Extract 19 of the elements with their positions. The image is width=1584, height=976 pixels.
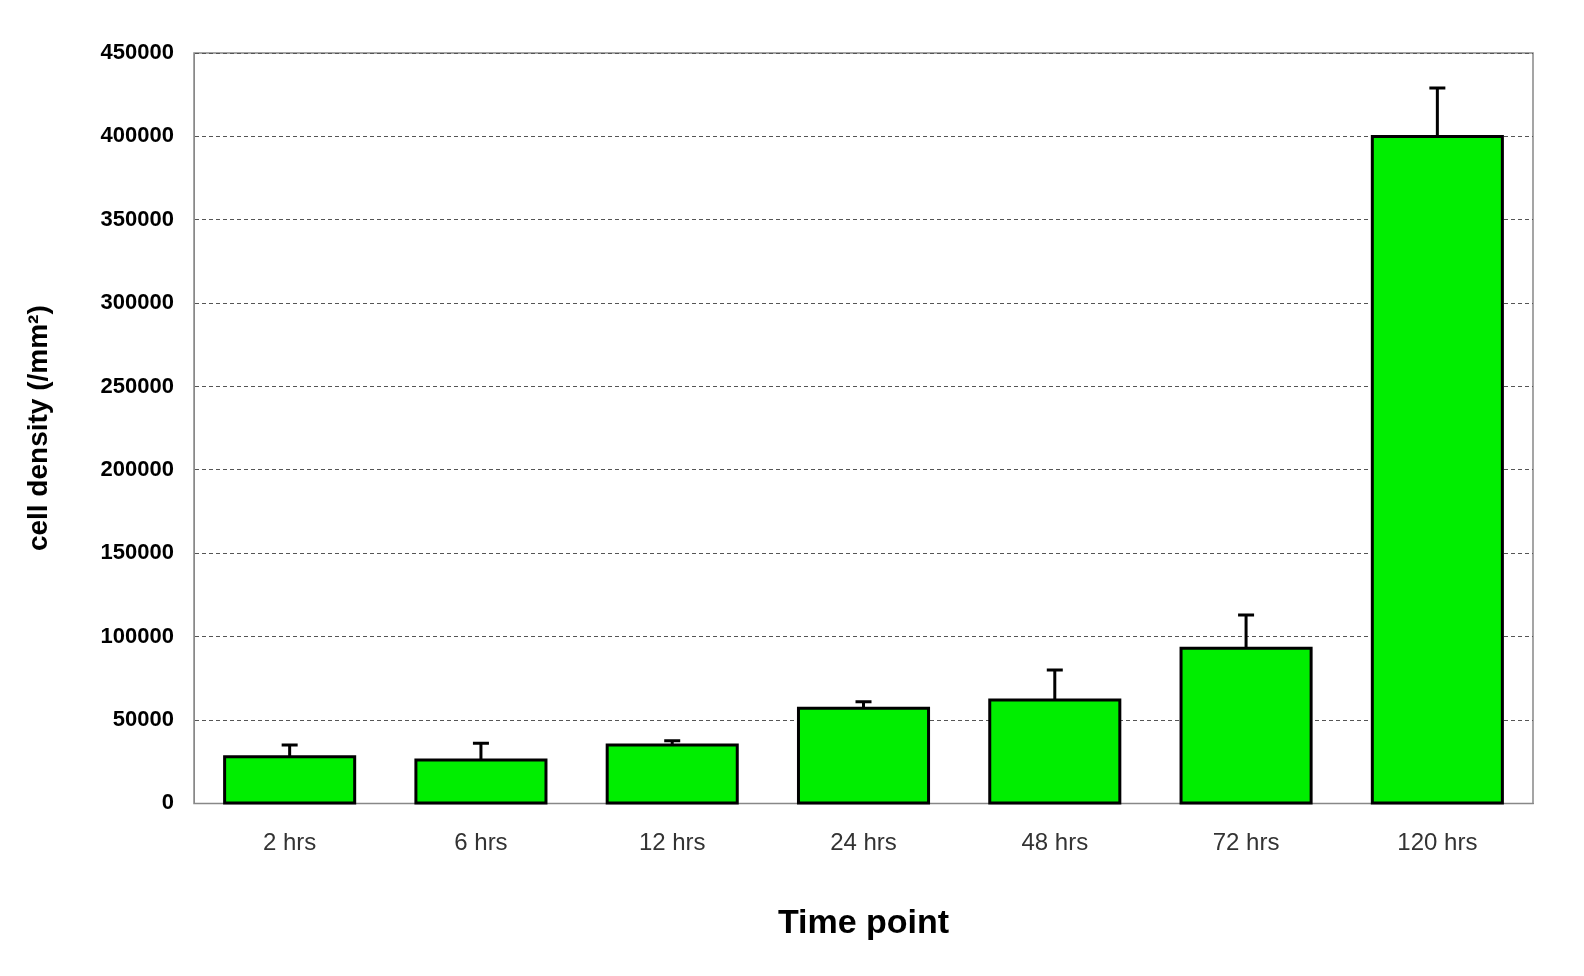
- y-tick-label: 0: [161, 789, 175, 815]
- y-tick-label: 400000: [100, 122, 175, 148]
- y-tick-label: 100000: [100, 622, 175, 648]
- x-tick-label: 6 hrs: [454, 828, 508, 856]
- y-tick-label: 300000: [100, 289, 175, 315]
- y-tick-label: 50000: [112, 706, 175, 732]
- y-tick-label: 200000: [100, 455, 175, 481]
- y-tick-label: 450000: [100, 39, 175, 65]
- x-tick-label: 120 hrs: [1397, 828, 1478, 856]
- y-tick-label: 250000: [100, 372, 175, 398]
- x-tick-label: 48 hrs: [1021, 828, 1089, 856]
- x-tick-label: 24 hrs: [830, 828, 897, 856]
- y-tick-label: 350000: [100, 205, 175, 231]
- y-axis-title: cell density (/mm²): [21, 305, 53, 552]
- x-tick-label: 12 hrs: [638, 828, 706, 856]
- x-axis-title: Time point: [777, 901, 950, 940]
- x-tick-label: 72 hrs: [1212, 828, 1280, 856]
- x-tick-label: 2 hrs: [262, 828, 317, 856]
- y-tick-label: 150000: [100, 539, 175, 565]
